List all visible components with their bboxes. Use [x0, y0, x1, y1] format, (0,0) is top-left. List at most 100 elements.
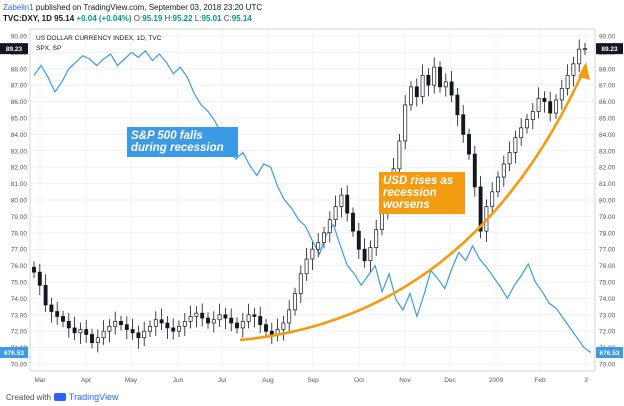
candle-body	[287, 309, 292, 324]
y-tick-left: 87.00	[11, 83, 28, 90]
y-tick-right: 75.00	[599, 280, 616, 287]
y-axis-left: 70.0071.0072.0073.0074.0075.0076.0077.00…	[11, 34, 28, 369]
created-with-text: Created with	[6, 393, 51, 402]
y-tick-right: 85.00	[599, 116, 616, 123]
annotation-text: USD rises as	[383, 175, 453, 187]
candle-body	[107, 325, 112, 332]
y-tick-right: 74.00	[599, 296, 616, 303]
y-tick-right: 86.00	[599, 99, 616, 106]
candle-body	[571, 63, 576, 76]
candle-body	[397, 140, 402, 170]
y-tick-right: 77.00	[599, 247, 616, 254]
spx-last-value-left: 676.53	[4, 350, 24, 357]
y-tick-left: 74.00	[11, 296, 28, 303]
author-link[interactable]: Zabelin1	[3, 3, 34, 12]
x-axis: Mar Apr May Jun Jul Aug Sep Oct Nov Dec 2009 Feb 3	[34, 377, 588, 384]
y-tick-right: 87.00	[599, 83, 616, 90]
candle-body	[327, 219, 332, 234]
y-axis-right: 70.0071.0072.0073.0074.0075.0076.0077.00…	[599, 34, 616, 369]
close-label: C:	[223, 14, 232, 23]
candle-body	[240, 321, 245, 329]
annotation-text: S&P 500 falls	[131, 130, 203, 142]
candle-body	[432, 66, 437, 86]
spx-line	[33, 49, 592, 353]
candle-body	[559, 88, 564, 101]
trend-arrow-head-icon	[578, 62, 590, 80]
candle-body	[61, 316, 65, 322]
dxy-series	[32, 39, 587, 353]
legend-entry: SPX, SP	[36, 45, 61, 52]
y-tick-left: 82.00	[11, 165, 28, 172]
candle-body	[90, 334, 94, 344]
published-text: published on TradingView.com, September …	[33, 3, 263, 12]
candle-body	[507, 152, 512, 165]
candle-body	[153, 319, 158, 327]
candle-body	[148, 325, 152, 332]
candle-body	[322, 232, 326, 243]
candle-body	[501, 163, 506, 178]
x-tick: Feb	[534, 377, 546, 384]
candle-body	[66, 321, 71, 329]
candle-body	[43, 284, 48, 306]
x-tick: 2009	[489, 377, 504, 384]
y-tick-left: 86.00	[11, 99, 28, 106]
x-tick: Nov	[399, 377, 411, 384]
y-tick-left: 77.00	[11, 247, 28, 254]
publish-info: Zabelin1 published on TradingView.com, S…	[3, 2, 262, 13]
tradingview-brand-link[interactable]: TradingView	[68, 392, 119, 402]
candle-body	[443, 81, 448, 88]
candle-body	[159, 319, 164, 324]
candle-body	[206, 317, 210, 324]
y-tick-left: 84.00	[11, 132, 28, 139]
candle-body	[293, 293, 297, 311]
candle-body	[490, 191, 495, 207]
candle-body	[78, 329, 83, 334]
footer: Created with TradingView	[0, 389, 624, 405]
candle-body	[316, 242, 321, 250]
x-tick: Oct	[354, 377, 364, 384]
candle-body	[362, 248, 367, 262]
candle-body	[414, 86, 419, 98]
candle-body	[339, 194, 344, 207]
legend: US DOLLAR CURRENCY INDEX, 1D, TVC SPX, SP	[36, 35, 162, 52]
candle-body	[548, 101, 553, 114]
candle-body	[409, 86, 413, 106]
candle-body	[525, 119, 529, 129]
candle-body	[165, 322, 170, 329]
y-tick-right: 88.00	[599, 66, 616, 73]
candle-body	[356, 230, 361, 250]
y-tick-right: 90.00	[599, 34, 616, 41]
candle-body	[258, 316, 263, 325]
candle-body	[478, 186, 483, 232]
legend-entry: US DOLLAR CURRENCY INDEX, 1D, TVC	[36, 35, 162, 42]
candle-body	[565, 75, 570, 89]
candle-body	[223, 314, 228, 319]
candle-body	[368, 247, 373, 262]
y-tick-right: 81.00	[599, 181, 616, 188]
annotation-box	[127, 127, 238, 157]
candle-body	[374, 229, 379, 248]
y-tick-left: 88.00	[11, 66, 28, 73]
candle-body	[281, 322, 286, 330]
candle-body	[333, 206, 338, 221]
annotation-text: during recession	[131, 142, 224, 154]
spx-last-badge	[596, 347, 623, 359]
candle-body	[519, 127, 524, 139]
candle-body	[200, 312, 205, 319]
candle-body	[95, 337, 100, 344]
candle-body	[304, 258, 309, 275]
x-tick: Mar	[34, 377, 46, 384]
candle-body	[438, 66, 442, 88]
candle-body	[264, 324, 268, 332]
candle-body	[194, 312, 199, 317]
candle-body	[536, 97, 541, 112]
candle-body	[37, 271, 42, 286]
annotation-text: recession	[383, 187, 437, 199]
candle-body	[177, 325, 181, 332]
spx-last-badge-left	[0, 347, 28, 359]
candle-body	[229, 317, 234, 324]
y-tick-left: 75.00	[11, 280, 28, 287]
y-tick-right: 78.00	[599, 230, 616, 237]
price-change: +0.04 (+0.04%)	[76, 14, 132, 23]
